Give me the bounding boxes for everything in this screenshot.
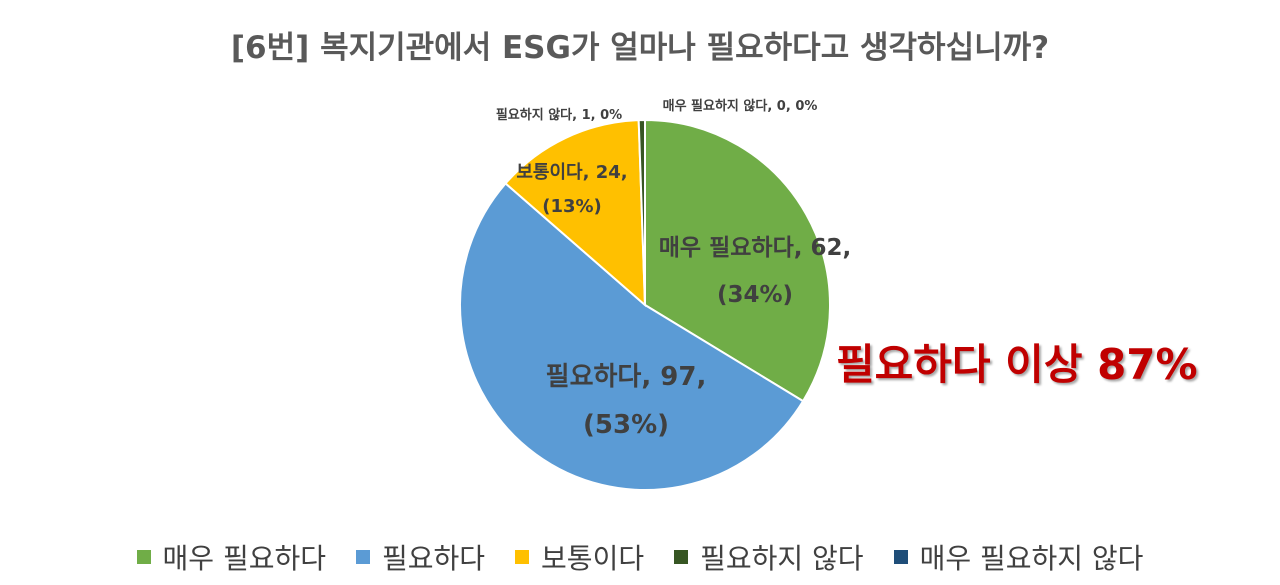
chart-title: [6번] 복지기관에서 ESG가 얼마나 필요하다고 생각하십니까?: [230, 30, 1050, 66]
data-label-very-necessary: 매우 필요하다, 62,: [659, 235, 851, 261]
data-label-not-necessary: 필요하지 않다, 1, 0%: [496, 107, 622, 123]
legend-swatch-necessary: [356, 550, 370, 564]
data-label-percent-necessary: (53%): [583, 410, 669, 440]
callout-annotation: 필요하다 이상 87%: [836, 340, 1198, 389]
legend-label-necessary: 필요하다: [382, 542, 486, 575]
data-label-percent-very-necessary: (34%): [717, 282, 793, 308]
legend-item-not-necessary: 필요하지 않다: [674, 537, 864, 577]
pie-slice-very-necessary: [644, 118, 831, 403]
data-label-necessary: 필요하다, 97,: [546, 362, 707, 392]
legend-item-very-unnecessary: 매우 필요하지 않다: [893, 537, 1144, 577]
data-label-percent-neutral: (13%): [542, 196, 602, 217]
legend-item-necessary: 필요하다: [356, 537, 485, 577]
legend-label-very-unnecessary: 매우 필요하지 않다: [919, 542, 1144, 575]
legend-label-neutral: 보통이다: [541, 542, 645, 575]
pie-slice-necessary: [459, 182, 805, 491]
pie-slice-neutral: [504, 119, 647, 308]
legend-item-neutral: 보통이다: [515, 537, 644, 577]
data-label-very-unnecessary: 매우 필요하지 않다, 0, 0%: [663, 98, 818, 114]
legend-label-very-necessary: 매우 필요하다: [162, 542, 326, 575]
data-label-neutral: 보통이다, 24,: [516, 162, 627, 183]
legend-swatch-neutral: [515, 550, 530, 564]
legend-swatch-very-necessary: [136, 550, 151, 564]
legend-item-very-necessary: 매우 필요하다: [136, 537, 326, 577]
legend: 매우 필요하다 필요하다 보통이다 필요하지 않다 매우 필요하지 않다: [0, 537, 1280, 577]
legend-swatch-not-necessary: [674, 550, 689, 564]
legend-swatch-very-unnecessary: [893, 550, 908, 564]
legend-label-not-necessary: 필요하지 않다: [700, 542, 864, 575]
pie-slice-not-necessary: [637, 118, 646, 306]
